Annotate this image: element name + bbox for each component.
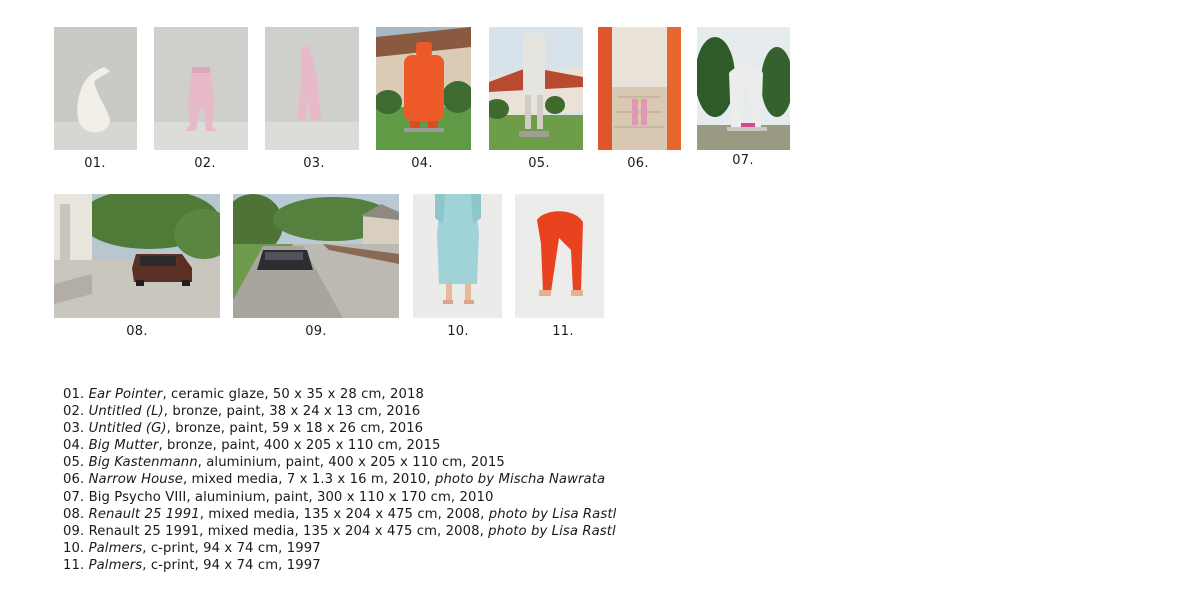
caption-line-07: 07. Big Psycho VIII, aluminium, paint, 3… [63,489,494,505]
artwork-thumbnail-11[interactable] [515,194,604,318]
caption-line-08: 08. Renault 25 1991, mixed media, 135 x … [63,506,617,522]
artwork-number-08: 08. [126,324,148,339]
artwork-number-09: 09. [305,324,327,339]
caption-line-02: 02. Untitled (L), bronze, paint, 38 x 24… [63,404,421,420]
artwork-thumbnail-03[interactable] [265,27,359,150]
artwork-number-03: 03. [303,156,325,171]
artwork-thumbnail-08[interactable] [54,194,220,318]
artwork-thumbnail-06[interactable] [598,27,681,150]
artwork-thumbnail-04[interactable] [376,27,471,150]
artwork-number-07: 07. [732,153,754,168]
caption-line-03: 03. Untitled (G), bronze, paint, 59 x 18… [63,421,424,437]
artwork-thumbnail-02[interactable] [154,27,248,150]
artwork-number-06: 06. [627,156,649,171]
caption-line-09: 09. Renault 25 1991, mixed media, 135 x … [63,523,616,539]
artwork-thumbnail-05[interactable] [489,27,583,150]
artwork-number-02: 02. [194,156,216,171]
caption-line-05: 05. Big Kastenmann, aluminium, paint, 40… [63,455,505,471]
artwork-thumbnail-10[interactable] [413,194,502,318]
caption-line-06: 06. Narrow House, mixed media, 7 x 1.3 x… [63,472,606,488]
caption-list: 01. Ear Pointer, ceramic glaze, 50 x 35 … [63,386,616,574]
artwork-number-05: 05. [528,156,550,171]
caption-line-10: 10. Palmers, c-print, 94 x 74 cm, 1997 [63,540,321,556]
artwork-number-11: 11. [552,324,574,339]
artwork-thumbnail-07[interactable] [697,27,790,150]
caption-line-01: 01. Ear Pointer, ceramic glaze, 50 x 35 … [63,387,424,402]
artwork-number-10: 10. [447,324,469,339]
artwork-number-01: 01. [84,156,106,171]
artwork-thumbnail-01[interactable] [54,27,137,150]
caption-line-11: 11. Palmers, c-print, 94 x 74 cm, 1997 [63,557,321,573]
artwork-thumbnail-09[interactable] [233,194,399,318]
artwork-number-04: 04. [411,156,433,171]
caption-line-04: 04. Big Mutter, bronze, paint, 400 x 205… [63,438,441,454]
